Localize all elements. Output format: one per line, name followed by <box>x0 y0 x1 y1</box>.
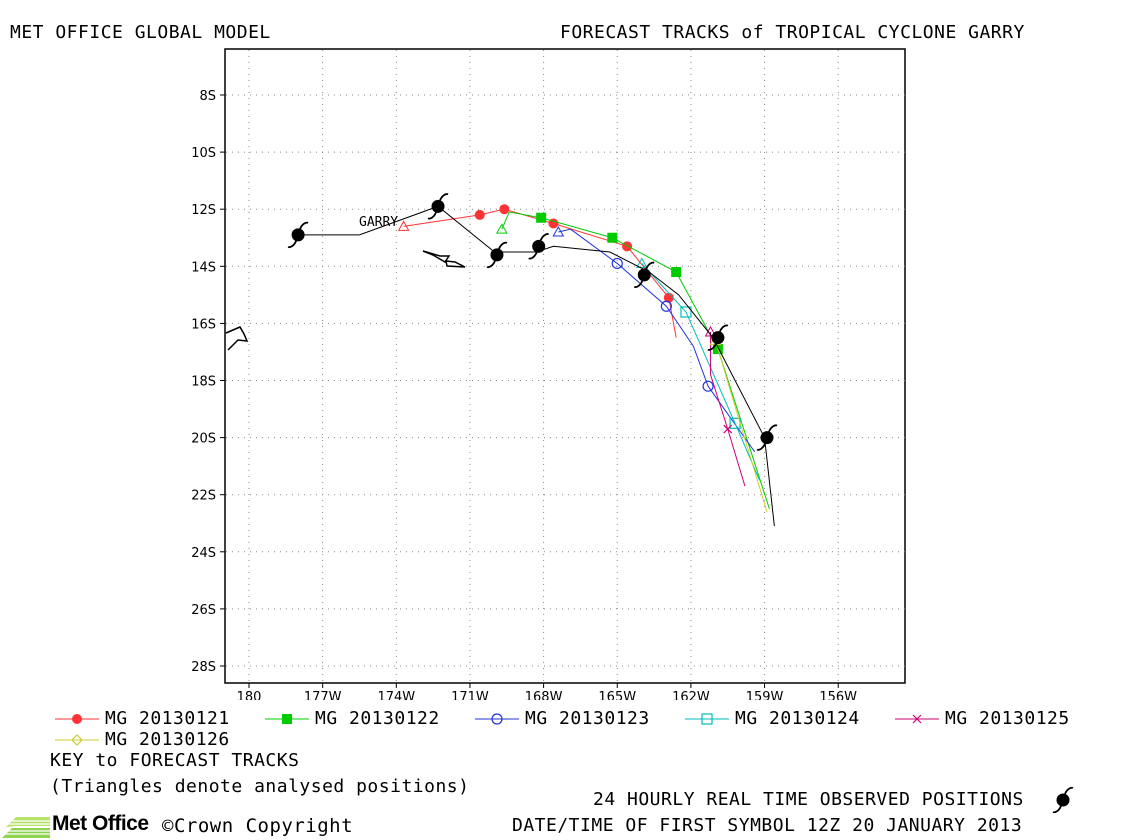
legend-swatch-icon <box>895 714 939 724</box>
lat-tick-label: 16S <box>191 317 216 332</box>
legend-label: MG 20130122 <box>315 708 440 729</box>
lon-tick-label: 171W <box>451 690 489 700</box>
forecast-position-marker <box>474 209 485 220</box>
lat-tick-label: 8S <box>199 89 216 104</box>
key-note: (Triangles denote analysed positions) <box>50 776 470 797</box>
observed-cyclone-symbol-icon <box>427 193 449 220</box>
storm-name-label: GARRY <box>359 215 398 230</box>
lat-tick-label: 18S <box>191 375 216 390</box>
legend-label: MG 20130124 <box>735 708 860 729</box>
legend-marker <box>912 714 922 724</box>
legend-item-mg20130125: MG 20130125 <box>895 708 1070 729</box>
analysed-position-triangle <box>397 220 410 231</box>
legend-item-mg20130121: MG 20130121 <box>55 708 230 729</box>
legend-label: MG 20130125 <box>945 708 1070 729</box>
legend-label: MG 20130123 <box>525 708 650 729</box>
observed-cyclone-symbol-icon <box>486 241 508 269</box>
lat-tick-label: 10S <box>191 146 216 161</box>
analysed-position-triangle <box>496 223 508 234</box>
forecast-position-marker <box>702 380 714 392</box>
lon-tick-label: 180 <box>237 690 262 700</box>
legend-marker <box>491 713 503 725</box>
map-frame <box>224 48 906 684</box>
lon-tick-label: 177W <box>304 690 342 700</box>
lon-tick-label: 165W <box>598 690 636 700</box>
land-outlines <box>225 250 466 351</box>
header-right-title: FORECAST TRACKS of TROPICAL CYCLONE GARR… <box>560 22 1025 43</box>
forecast-position-marker <box>536 212 547 223</box>
legend-marker <box>701 713 713 725</box>
lon-tick-label: 168W <box>525 690 563 700</box>
legend-label: MG 20130126 <box>105 729 230 750</box>
legend-label: MG 20130121 <box>105 708 230 729</box>
lat-tick-label: 12S <box>191 203 216 218</box>
analysed-position-triangle <box>635 257 648 268</box>
legend-swatch-icon <box>55 734 99 746</box>
legend-swatch-icon <box>475 713 519 725</box>
legend-swatch-icon <box>265 714 309 724</box>
cyclone-glyph <box>1052 786 1074 814</box>
observed-cyclone-symbol-icon <box>756 424 778 451</box>
legend-swatch-icon <box>55 714 99 724</box>
lon-tick-label: 162W <box>672 690 710 700</box>
lon-tick-label: 159W <box>746 690 784 700</box>
forecast-position-marker <box>611 257 623 270</box>
legend-item-mg20130124: MG 20130124 <box>685 708 860 729</box>
lat-tick-label: 14S <box>191 260 216 275</box>
forecast-track-mg20130123 <box>552 226 756 453</box>
forecast-position-marker <box>723 424 733 434</box>
lat-tick-label: 20S <box>191 432 216 447</box>
legend-marker <box>72 714 82 724</box>
met-office-logo-icon <box>2 817 50 838</box>
observed-positions-note: 24 HOURLY REAL TIME OBSERVED POSITIONS <box>593 789 1024 810</box>
key-title: KEY to FORECAST TRACKS <box>50 750 300 771</box>
legend-marker <box>282 714 292 724</box>
observed-cyclone-symbol-icon <box>528 233 550 260</box>
observed-cyclone-symbol-icon <box>707 324 729 351</box>
forecast-position-marker <box>622 241 633 252</box>
legend-item-mg20130126: MG 20130126 <box>55 729 230 750</box>
legend-swatch-icon <box>685 713 729 725</box>
legend-marker <box>71 734 83 746</box>
lon-tick-label: 174W <box>377 690 415 700</box>
forecast-position-marker <box>671 267 682 278</box>
met-office-logo-text: Met Office <box>52 812 149 835</box>
header-left-title: MET OFFICE GLOBAL MODEL <box>10 22 271 43</box>
cyclone-track-map: 180 177W 174W 171W 168W 165W 162W 159W 156W 8S 10S… <box>191 48 906 700</box>
lat-tick-label: 24S <box>191 546 216 561</box>
lat-tick-label: 28S <box>191 660 216 675</box>
forecast-track-line <box>558 228 756 453</box>
observed-track-line <box>298 205 775 527</box>
first-symbol-datetime: DATE/TIME OF FIRST SYMBOL 12Z 20 JANUARY… <box>512 815 1023 836</box>
forecast-track-line <box>710 331 746 487</box>
copyright-text: ©Crown Copyright <box>162 815 354 837</box>
forecast-position-marker <box>499 204 510 215</box>
forecast-track-line <box>714 340 768 512</box>
lat-tick-label: 22S <box>191 489 216 504</box>
observed-cyclone-symbol-icon <box>287 221 309 249</box>
forecast-position-marker <box>680 306 692 318</box>
forecast-position-marker <box>607 232 618 243</box>
analysed-position-triangle <box>552 226 565 237</box>
lon-tick-label: 156W <box>819 690 857 700</box>
cyclone-symbol-icon <box>1052 786 1074 814</box>
legend-item-mg20130123: MG 20130123 <box>475 708 650 729</box>
forecast-position-marker <box>660 300 672 312</box>
lat-tick-label: 26S <box>191 603 216 618</box>
observed-cyclone-symbol-icon <box>633 261 655 288</box>
legend-item-mg20130122: MG 20130122 <box>265 708 440 729</box>
